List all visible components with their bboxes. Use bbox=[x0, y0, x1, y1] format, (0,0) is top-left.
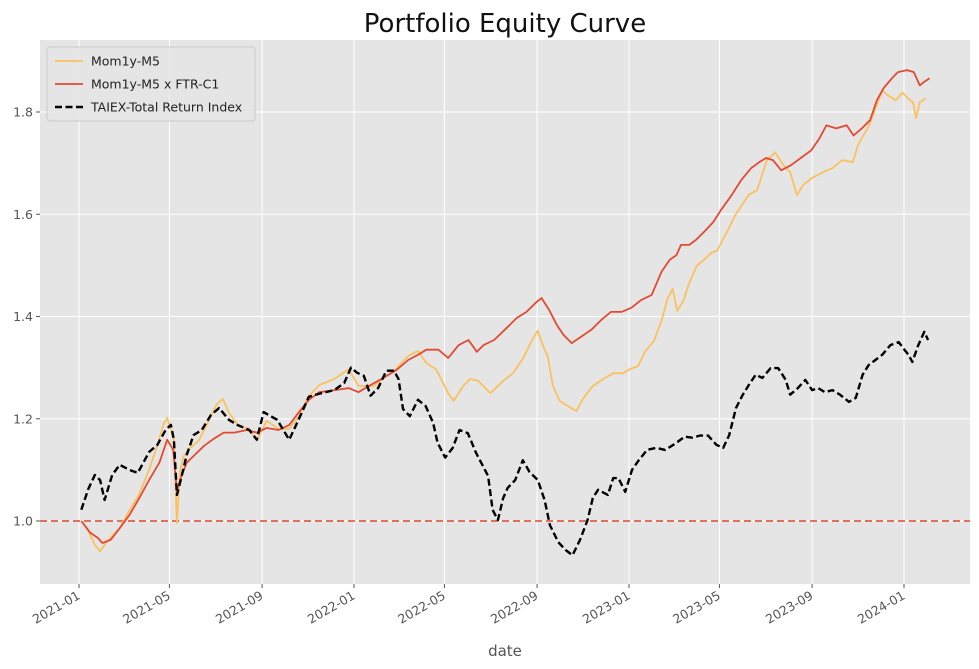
x-axis: 2021-01 2021-05 2021-09 2022-01 2022-05 2022-… bbox=[30, 584, 908, 627]
series-group bbox=[80, 69, 931, 557]
series-line-2 bbox=[80, 330, 930, 557]
legend-label: TAIEX-Total Return Index bbox=[90, 100, 242, 115]
legend-label: Mom1y-M5 bbox=[91, 54, 160, 69]
series-line-0 bbox=[80, 89, 927, 553]
x-tick-label: 2021-09 bbox=[213, 588, 266, 627]
y-tick-label: 1.4 bbox=[13, 309, 33, 324]
legend-label: Mom1y-M5 x FTR-C1 bbox=[91, 77, 219, 92]
x-tick-label: 2022-09 bbox=[488, 588, 541, 627]
legend-box bbox=[46, 46, 256, 122]
x-tick-label: 2023-09 bbox=[763, 588, 816, 627]
chart-title: Portfolio Equity Curve bbox=[364, 9, 646, 39]
x-tick-label: 2021-01 bbox=[30, 588, 83, 627]
x-tick-label: 2023-05 bbox=[670, 588, 723, 627]
legend: Mom1y-M5 Mom1y-M5 x FTR-C1 TAIEX-Total Ret… bbox=[46, 46, 256, 122]
y-tick-label: 1.2 bbox=[13, 411, 33, 426]
y-tick-label: 1.6 bbox=[13, 207, 33, 222]
x-tick-label: 2022-05 bbox=[395, 588, 448, 627]
y-tick-label: 1.0 bbox=[13, 514, 33, 529]
x-tick-label: 2023-01 bbox=[580, 588, 633, 627]
x-tick-label: 2022-01 bbox=[305, 588, 358, 627]
x-tick-label: 2021-05 bbox=[120, 588, 173, 627]
x-axis-title: date bbox=[488, 642, 522, 660]
series-line-1 bbox=[80, 69, 931, 544]
x-tick-label: 2024-01 bbox=[855, 588, 908, 627]
y-axis: 1.0 1.2 1.4 1.6 1.8 bbox=[13, 105, 40, 529]
y-tick-label: 1.8 bbox=[13, 105, 33, 120]
plot-background bbox=[40, 40, 970, 584]
